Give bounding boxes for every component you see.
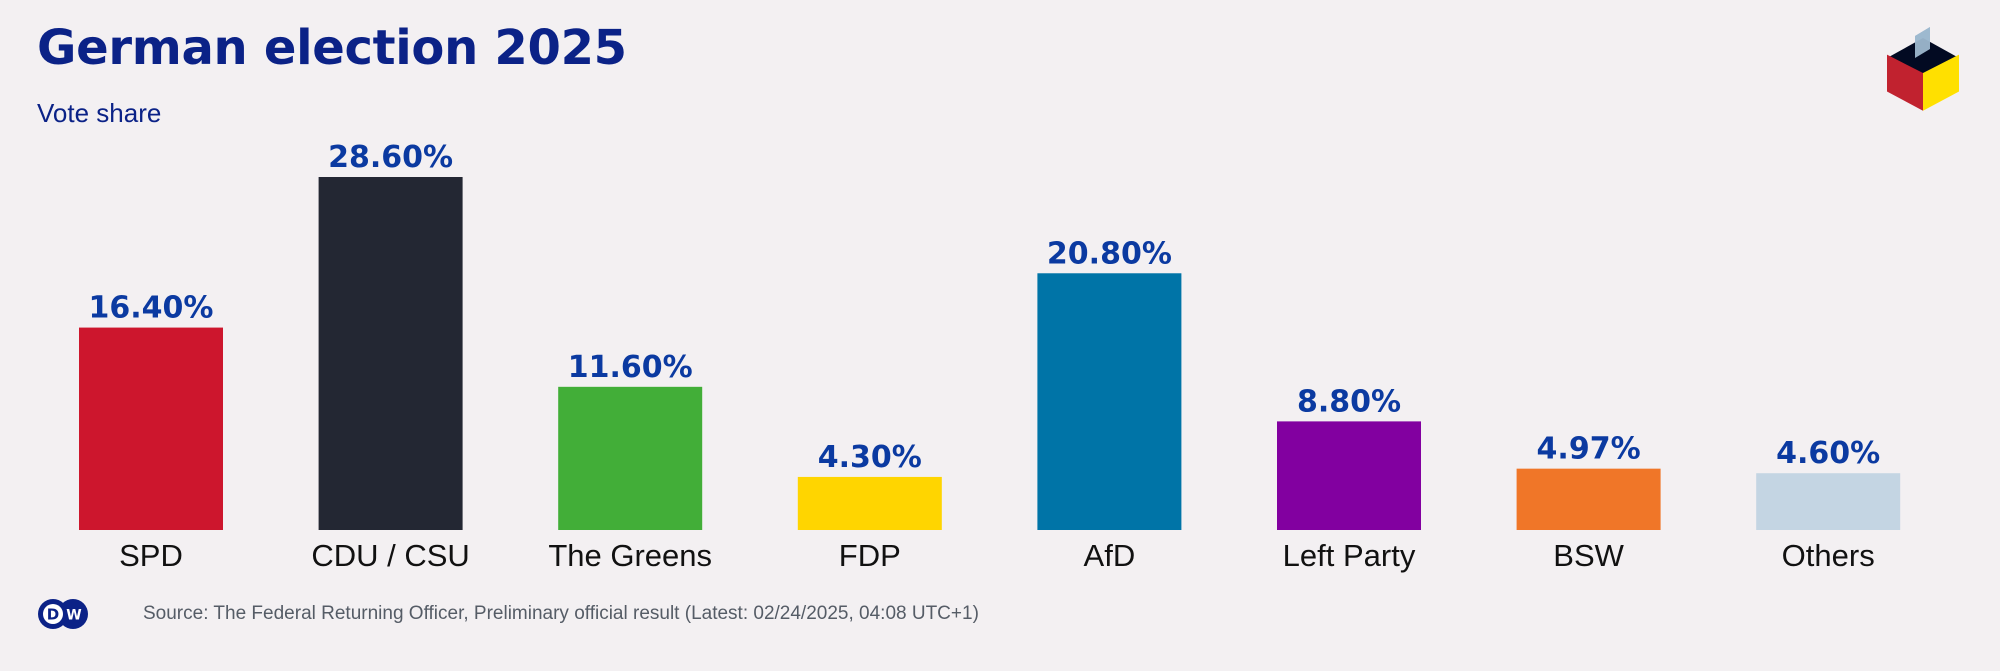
- dw-logo-icon: D W: [38, 599, 88, 629]
- bar-cdu-csu: [318, 177, 463, 530]
- bar-the-greens: [558, 386, 703, 530]
- source-note: Source: The Federal Returning Officer, P…: [143, 603, 979, 624]
- bar-left-party: [1277, 421, 1421, 530]
- value-label: 4.30%: [818, 440, 922, 475]
- value-label: 4.60%: [1776, 436, 1880, 471]
- chart-subtitle: Vote share: [37, 98, 162, 128]
- category-label: The Greens: [548, 538, 712, 573]
- ballot-paper-front: [1915, 27, 1930, 58]
- category-label: Left Party: [1283, 538, 1416, 573]
- category-label: Others: [1782, 538, 1875, 573]
- ballot-box-left: [1887, 54, 1923, 111]
- bar-chart: 16.40% SPD 28.60% CDU / CSU 11.60% The Greens…: [79, 140, 1901, 573]
- value-label: 8.80%: [1297, 384, 1401, 419]
- category-label: FDP: [839, 538, 901, 573]
- ballot-box-right: [1923, 54, 1959, 111]
- dw-logo-w: W: [66, 608, 81, 624]
- value-label: 28.60%: [328, 140, 453, 175]
- category-label: BSW: [1553, 538, 1624, 573]
- dw-logo-d: D: [47, 606, 59, 624]
- bar-others: [1756, 473, 1901, 530]
- category-label: AfD: [1084, 538, 1136, 573]
- category-label: CDU / CSU: [311, 538, 469, 573]
- value-label: 16.40%: [89, 291, 214, 326]
- chart-title: German election 2025: [37, 20, 627, 76]
- value-label: 20.80%: [1047, 236, 1172, 271]
- ballot-box-icon: [1887, 27, 1959, 111]
- bar-fdp: [797, 476, 942, 530]
- category-label: SPD: [119, 538, 183, 573]
- bar-afd: [1037, 273, 1182, 530]
- value-label: 4.97%: [1537, 432, 1641, 467]
- bar-spd: [79, 327, 223, 530]
- value-label: 11.60%: [568, 350, 693, 385]
- bar-bsw: [1516, 468, 1661, 530]
